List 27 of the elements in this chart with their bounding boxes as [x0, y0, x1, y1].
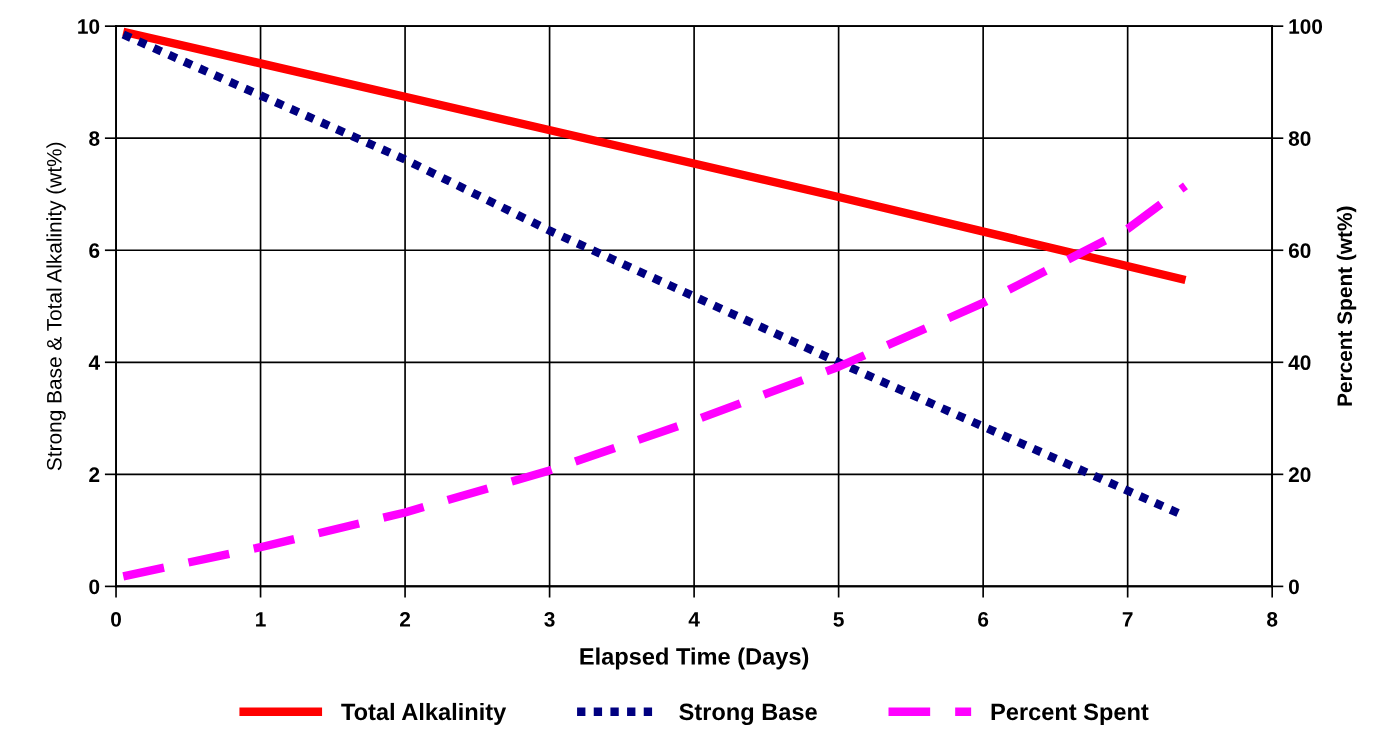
y-tick-label: 2 — [89, 467, 100, 482]
x-tick-label: 0 — [111, 611, 121, 627]
x-axis-title: Elapsed Time (Days) — [580, 647, 809, 670]
y-tick-label: 4 — [88, 355, 100, 370]
x-tick-label: 3 — [544, 611, 555, 627]
y-axis-title: Strong Base & Total Alkalinity (wt%) — [46, 142, 66, 471]
legend-label: Total Alkalinity — [341, 702, 507, 725]
y2-axis-title: Percent Spent (wt%) — [1336, 206, 1357, 406]
y2-tick-label: 40 — [1288, 355, 1311, 371]
legend-label: Strong Base — [679, 703, 817, 725]
y-tick-label: 0 — [89, 579, 100, 595]
y-tick-label: 8 — [89, 131, 100, 146]
legend-label: Percent Spent — [991, 703, 1149, 725]
y-tick-label: 6 — [89, 243, 100, 258]
y2-tick-label: 0 — [1288, 579, 1299, 595]
x-tick-label: 8 — [1267, 611, 1278, 627]
y2-tick-label: 100 — [1289, 19, 1323, 34]
y2-tick-label: 60 — [1288, 243, 1311, 258]
x-tick-label: 7 — [1122, 612, 1133, 627]
x-tick-label: 1 — [256, 612, 266, 627]
x-tick-label: 4 — [688, 612, 700, 627]
x-tick-label: 5 — [833, 612, 844, 627]
x-tick-label: 2 — [400, 611, 411, 627]
y-tick-label: 10 — [78, 19, 100, 34]
y2-tick-label: 20 — [1288, 467, 1311, 483]
x-tick-label: 6 — [978, 611, 989, 627]
y2-tick-label: 80 — [1288, 131, 1311, 146]
